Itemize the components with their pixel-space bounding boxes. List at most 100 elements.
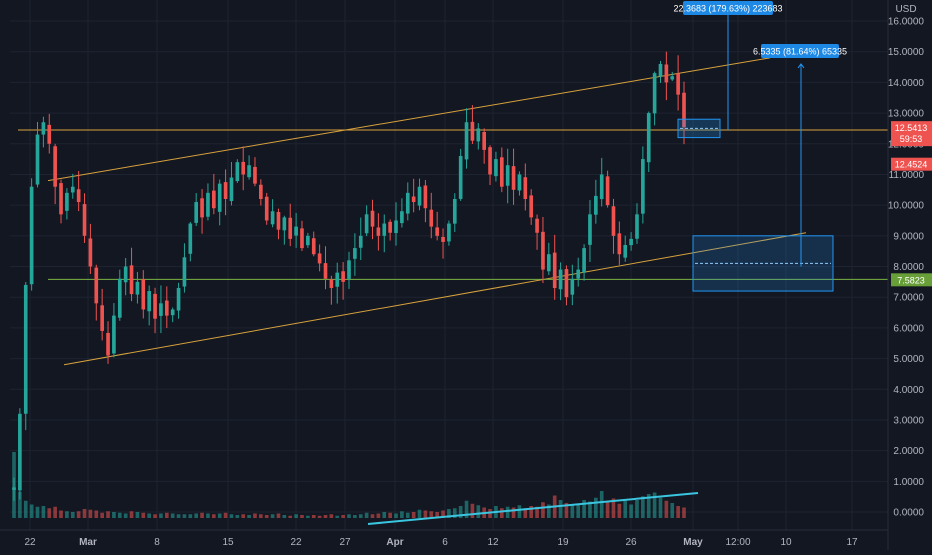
candle-body	[235, 162, 240, 182]
price-tick-label: 10.0000	[888, 201, 925, 212]
time-tick-label: 17	[846, 537, 858, 548]
volume-bar	[100, 512, 104, 518]
price-tick-label: 9.0000	[893, 231, 924, 242]
candle-body	[153, 293, 157, 319]
candle-body	[611, 206, 616, 236]
volume-bar	[276, 513, 281, 518]
volume-bar	[164, 512, 169, 518]
time-tick-label: 12	[487, 537, 499, 548]
candle-body	[558, 269, 563, 290]
candle-body	[212, 190, 216, 209]
candle-body	[564, 269, 569, 298]
volume-bar	[623, 500, 628, 518]
candle-body	[270, 211, 275, 225]
candle-body	[476, 128, 481, 142]
price-tick-label: 11.0000	[889, 170, 925, 181]
volume-bar	[382, 512, 387, 518]
measure-label-1-bg	[683, 1, 773, 15]
currency-label: USD	[895, 4, 916, 15]
volume-bar	[529, 506, 534, 518]
candle-body	[541, 231, 545, 270]
candle-body	[599, 174, 604, 200]
volume-bar	[447, 509, 451, 518]
volume-bar	[458, 506, 463, 518]
volume-bar	[570, 505, 575, 518]
volume-bar	[464, 500, 469, 518]
volume-bar	[558, 500, 563, 518]
price-tick-label: 3.0000	[893, 415, 924, 426]
candle-body	[300, 228, 304, 249]
volume-bar	[476, 505, 481, 518]
candle-body	[441, 237, 445, 242]
volume-bar	[682, 507, 686, 518]
volume-bar	[259, 514, 263, 518]
candle-body	[276, 212, 281, 230]
candle-body	[100, 305, 104, 331]
candle-body	[576, 269, 581, 279]
candle-body	[217, 183, 222, 212]
volume-bar	[59, 510, 63, 518]
volume-bar	[505, 506, 510, 518]
candle-body	[364, 214, 369, 234]
candle-body	[147, 291, 151, 312]
price-tick-label: 2.0000	[893, 446, 924, 457]
measure-arrowhead	[797, 63, 805, 69]
volume-bar	[499, 508, 504, 518]
volume-bar	[376, 513, 381, 518]
measure-label-1: 22.3683 (179.63%) 223683	[673, 4, 782, 14]
volume-bar	[541, 502, 545, 518]
volume-bar	[605, 502, 610, 518]
candle-body	[405, 192, 410, 214]
volume-bar	[300, 515, 304, 518]
volume-bar	[112, 512, 116, 518]
volume-bar	[329, 514, 334, 518]
candle-body	[517, 174, 522, 191]
time-tick-label: 10	[780, 537, 792, 548]
candle-body	[652, 73, 657, 114]
time-tick-label: 22	[290, 537, 302, 548]
volume-bar	[617, 503, 622, 518]
measure-label-2-bg	[761, 44, 839, 58]
price-tick-label: 13.0000	[888, 109, 925, 120]
time-tick-label: 6	[442, 537, 448, 548]
volume-bars	[12, 452, 686, 518]
time-axis[interactable]: 22 Mar 8 15 22 27 Apr 6 12 19 26 May 12:00 10 17	[0, 529, 888, 548]
candle-body	[253, 166, 257, 184]
price-axis[interactable]: 16.000015.000014.000013.000012.000011.00…	[887, 0, 925, 550]
level-price-tag: 12.4524	[895, 160, 928, 170]
volume-bar	[664, 500, 669, 518]
candle-body	[447, 223, 451, 242]
volume-bar	[288, 515, 293, 518]
volume-bar	[264, 515, 269, 518]
volume-bar	[388, 512, 392, 518]
candle-body	[505, 165, 510, 186]
volume-bar	[282, 515, 287, 518]
candle-body	[582, 248, 586, 273]
volume-bar	[217, 513, 222, 518]
price-tick-label: 0.0000	[893, 508, 924, 519]
volume-bar	[18, 491, 22, 518]
candle-body	[88, 238, 93, 267]
candle-body	[458, 156, 463, 199]
candle-body	[123, 266, 128, 283]
volume-trendline	[367, 492, 699, 525]
volume-bar	[311, 515, 316, 518]
volume-bar	[364, 512, 369, 518]
candle-body	[358, 235, 363, 248]
volume-bar	[652, 492, 657, 518]
candle-body	[552, 252, 557, 288]
candle-body	[547, 254, 551, 272]
candle-body	[259, 184, 263, 199]
candle-body	[129, 265, 134, 295]
volume-bar	[88, 509, 93, 518]
candle-body	[641, 159, 645, 214]
volume-bar	[635, 500, 639, 518]
volume-bar	[147, 513, 151, 518]
volume-bar	[182, 514, 187, 518]
candle-body	[511, 166, 516, 190]
candle-body	[535, 218, 539, 233]
